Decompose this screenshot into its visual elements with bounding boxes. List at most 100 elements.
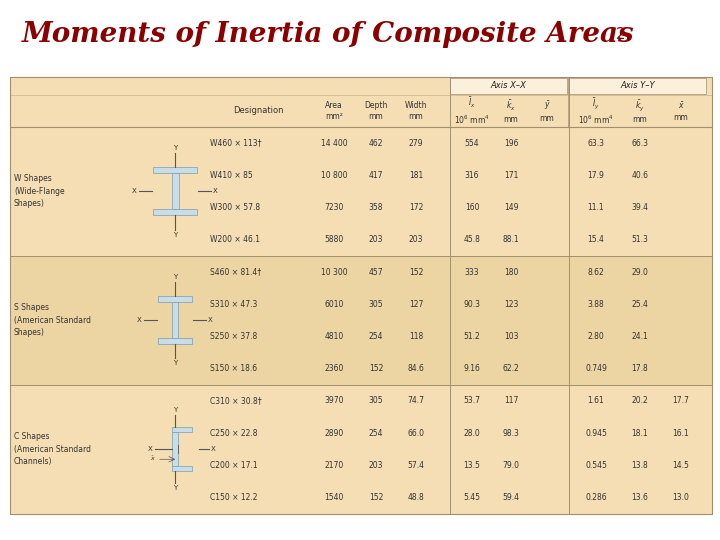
Text: Y: Y (173, 485, 177, 491)
Bar (10, 385, 712, 514)
Text: 305: 305 (369, 396, 383, 406)
Text: C200 × 17.1: C200 × 17.1 (210, 461, 258, 470)
Text: C310 × 30.8†: C310 × 30.8† (210, 396, 261, 406)
Text: 203: 203 (409, 235, 423, 244)
Text: 29.0: 29.0 (631, 267, 649, 276)
Text: S150 × 18.6: S150 × 18.6 (210, 364, 257, 373)
Text: X: X (211, 446, 216, 452)
Text: $\bar{x}$: $\bar{x}$ (150, 455, 156, 463)
Bar (153, 210, 197, 215)
Text: W200 × 46.1: W200 × 46.1 (210, 235, 260, 244)
Text: 17.7: 17.7 (672, 396, 690, 406)
Text: $\bar{k}_y$
mm: $\bar{k}_y$ mm (633, 98, 647, 124)
Text: 254: 254 (369, 332, 383, 341)
Text: Area
mm²: Area mm² (325, 101, 343, 121)
Text: 305: 305 (369, 300, 383, 309)
Text: C250 × 22.8: C250 × 22.8 (210, 429, 258, 437)
Text: 14.5: 14.5 (672, 461, 690, 470)
Text: 9.16: 9.16 (464, 364, 480, 373)
Text: 40.6: 40.6 (631, 171, 649, 180)
Text: Y: Y (173, 145, 177, 151)
Text: 10 800: 10 800 (320, 171, 347, 180)
Text: 74.7: 74.7 (408, 396, 425, 406)
Text: 62.2: 62.2 (503, 364, 519, 373)
Text: Width
mm: Width mm (405, 101, 427, 121)
Text: 63.3: 63.3 (588, 139, 605, 147)
Text: Axis X–X: Axis X–X (490, 82, 526, 90)
Text: C150 × 12.2: C150 × 12.2 (210, 493, 258, 502)
Text: 6010: 6010 (324, 300, 343, 309)
Text: 5.45: 5.45 (464, 493, 480, 502)
Text: 2890: 2890 (325, 429, 343, 437)
Text: 59.4: 59.4 (503, 493, 520, 502)
Text: 152: 152 (409, 267, 423, 276)
Text: 0.945: 0.945 (585, 429, 607, 437)
Text: 2.80: 2.80 (588, 332, 604, 341)
Text: 45.8: 45.8 (464, 235, 480, 244)
Text: $\bar{I}_x$
$10^6$ mm$^4$: $\bar{I}_x$ $10^6$ mm$^4$ (454, 96, 490, 126)
Text: W410 × 85: W410 × 85 (210, 171, 253, 180)
Bar (10, 127, 712, 256)
Text: 79.0: 79.0 (503, 461, 520, 470)
Text: 152: 152 (369, 364, 383, 373)
Text: $\bar{k}_x$
mm: $\bar{k}_x$ mm (503, 98, 518, 124)
Text: 13.5: 13.5 (464, 461, 480, 470)
Bar (171, 173, 179, 210)
Text: 48.8: 48.8 (408, 493, 424, 502)
Text: 171: 171 (504, 171, 518, 180)
Text: 160: 160 (464, 203, 480, 212)
Text: 7230: 7230 (324, 203, 343, 212)
Bar (158, 339, 192, 345)
Text: $\bar{y}$
mm: $\bar{y}$ mm (539, 99, 554, 123)
Text: 24.1: 24.1 (631, 332, 649, 341)
Text: 17.8: 17.8 (631, 364, 649, 373)
Text: 13.6: 13.6 (631, 493, 649, 502)
Bar (172, 466, 192, 471)
Text: 66.3: 66.3 (631, 139, 649, 147)
Text: 51.3: 51.3 (631, 235, 649, 244)
Text: 316: 316 (464, 171, 480, 180)
Text: X: X (208, 318, 212, 323)
Bar (172, 427, 192, 432)
Text: S460 × 81.4†: S460 × 81.4† (210, 267, 261, 276)
Text: W300 × 57.8: W300 × 57.8 (210, 203, 260, 212)
Text: 8.62: 8.62 (588, 267, 604, 276)
Text: 117: 117 (504, 396, 518, 406)
Text: 25.4: 25.4 (631, 300, 649, 309)
Text: 66.0: 66.0 (408, 429, 425, 437)
Text: 462: 462 (369, 139, 383, 147)
Bar (569, 78, 706, 94)
Text: 57.4: 57.4 (408, 461, 425, 470)
Text: 358: 358 (369, 203, 383, 212)
Text: Y: Y (173, 407, 177, 413)
Text: 196: 196 (504, 139, 518, 147)
Bar (153, 167, 197, 173)
Text: X: X (213, 188, 217, 194)
Text: 457: 457 (369, 267, 383, 276)
Text: $\bar{x}$
mm: $\bar{x}$ mm (674, 100, 688, 122)
Text: 51.2: 51.2 (464, 332, 480, 341)
Text: Axis Y–Y: Axis Y–Y (620, 82, 654, 90)
Text: Moments of Inertia of Composite Areas: Moments of Inertia of Composite Areas (22, 22, 634, 49)
Text: 417: 417 (369, 171, 383, 180)
Text: 149: 149 (504, 203, 518, 212)
Text: S Shapes
(American Standard
Shapes): S Shapes (American Standard Shapes) (14, 303, 91, 338)
Text: 17.9: 17.9 (588, 171, 604, 180)
Text: 20.2: 20.2 (631, 396, 649, 406)
Text: 88.1: 88.1 (503, 235, 519, 244)
Text: 90.3: 90.3 (464, 300, 480, 309)
Text: 203: 203 (369, 461, 383, 470)
Text: 103: 103 (504, 332, 518, 341)
Text: 2170: 2170 (325, 461, 343, 470)
Text: 554: 554 (464, 139, 480, 147)
Text: Y: Y (173, 360, 177, 367)
Text: 98.3: 98.3 (503, 429, 519, 437)
Text: X: X (138, 318, 142, 323)
Text: 1.61: 1.61 (588, 396, 604, 406)
Text: 152: 152 (369, 493, 383, 502)
Text: 3970: 3970 (324, 396, 343, 406)
Text: Designation: Designation (233, 106, 283, 116)
Text: 123: 123 (504, 300, 518, 309)
Text: 0.286: 0.286 (585, 493, 607, 502)
Text: Y: Y (173, 232, 177, 238)
